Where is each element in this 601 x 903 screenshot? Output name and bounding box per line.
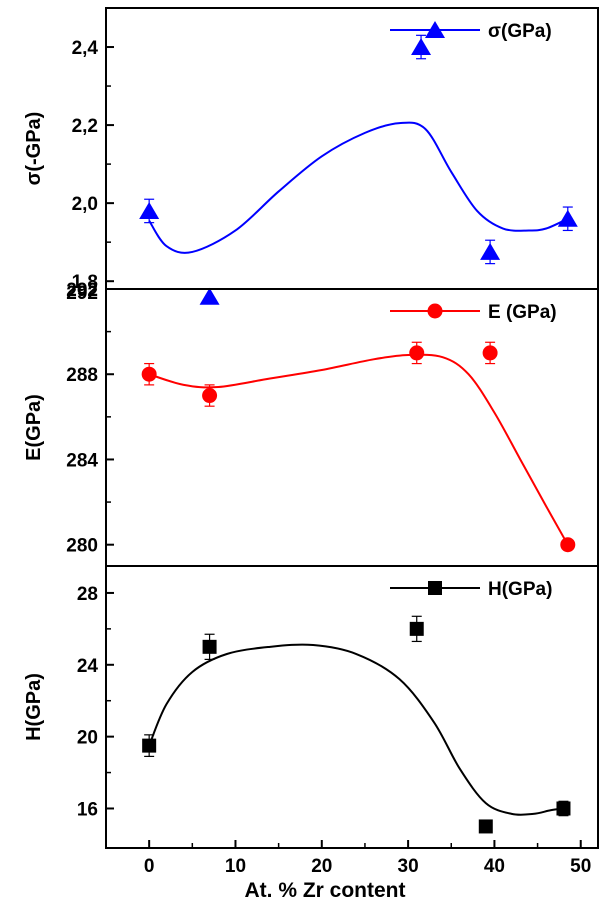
- x-axis-label: At. % Zr content: [245, 879, 406, 902]
- y-axis-label: σ(-GPa): [23, 112, 45, 186]
- plot-frame: [105, 288, 599, 567]
- x-tick-label: 10: [225, 856, 246, 877]
- x-tick-label: 40: [484, 856, 505, 877]
- legend-label: E (GPa): [488, 302, 557, 323]
- legend-marker: [428, 581, 442, 595]
- data-point: [409, 345, 425, 361]
- x-tick-label: 30: [398, 856, 419, 877]
- data-point: [409, 621, 424, 636]
- fit-curve: [148, 643, 564, 816]
- x-tick-label: 50: [570, 856, 591, 877]
- data-point: [202, 388, 218, 404]
- y-tick-label: 2,4: [72, 38, 99, 59]
- legend-label: σ(GPa): [488, 21, 552, 42]
- plot-frame: [105, 565, 599, 849]
- legend: σ(GPa): [390, 21, 552, 42]
- data-point: [411, 38, 432, 56]
- panel-1: 1,8 2,0 2,2 2,4 292 σ(-GPa) σ(GPa): [23, 7, 599, 305]
- y-tick-label: 284: [66, 450, 98, 471]
- legend-marker: [425, 21, 445, 38]
- y-tick-label: 1,8: [72, 272, 98, 293]
- data-point: [556, 801, 571, 816]
- y-tick-label: 2,2: [72, 116, 98, 137]
- data-point: [478, 819, 493, 834]
- y-tick-label: 292: [66, 283, 98, 304]
- legend-label: H(GPa): [488, 579, 552, 600]
- data-point: [199, 287, 220, 305]
- legend: H(GPa): [390, 579, 552, 600]
- y-tick-label: 288: [66, 365, 98, 386]
- panel-2: 280 284 288 292 E(GPa) E (GPa): [23, 280, 599, 567]
- data-point: [139, 201, 160, 219]
- data-point: [560, 537, 576, 553]
- x-tick-label: 20: [311, 856, 332, 877]
- y-tick-label: 28: [77, 584, 98, 605]
- plot-frame: [105, 7, 599, 290]
- y-axis-label: H(GPa): [23, 673, 45, 741]
- y-tick-label: 2,0: [72, 194, 98, 215]
- legend-marker: [427, 303, 443, 319]
- data-point: [557, 209, 578, 227]
- panel-3: 16 20 24 28 H(GPa) H(GPa): [23, 565, 599, 849]
- fit-curve: [148, 121, 569, 254]
- data-point: [482, 345, 498, 361]
- y-tick-label: 292: [66, 280, 98, 301]
- x-tick-label: 0: [144, 856, 155, 877]
- legend: E (GPa): [390, 302, 557, 323]
- data-point: [141, 366, 157, 382]
- y-tick-label: 24: [77, 656, 99, 677]
- y-axis-label: E(GPa): [23, 394, 45, 461]
- data-point: [142, 738, 157, 753]
- data-point: [202, 639, 217, 654]
- fit-curve: [148, 353, 569, 546]
- data-point: [480, 242, 501, 260]
- y-tick-label: 16: [77, 799, 98, 820]
- y-tick-label: 280: [66, 536, 98, 557]
- y-tick-label: 20: [77, 728, 98, 749]
